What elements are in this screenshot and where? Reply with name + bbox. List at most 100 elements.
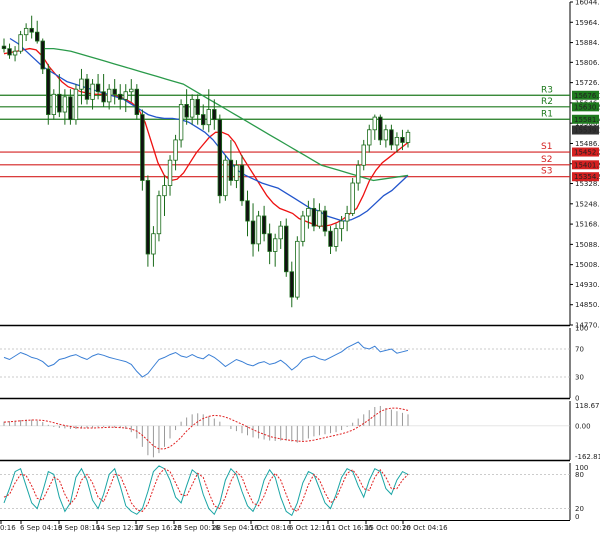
candle-body xyxy=(57,93,62,113)
candle-body xyxy=(68,96,73,121)
candle-body xyxy=(361,144,366,166)
price-tag-bg xyxy=(572,90,599,100)
candle-body xyxy=(289,271,294,298)
price-tick-label: 16044.0 xyxy=(575,0,600,7)
candle-body xyxy=(344,213,350,222)
price-tag-label: 15401.9 xyxy=(574,161,600,169)
price-tag-bg xyxy=(572,102,599,112)
candle-body xyxy=(234,164,239,181)
candle-body xyxy=(267,233,272,252)
candle-body xyxy=(18,34,23,52)
time-tick-label: 11 Oct 16:16 xyxy=(327,524,373,532)
price-tick-label: 15168.0 xyxy=(575,221,600,229)
price-tag-bg xyxy=(572,172,599,182)
macd-panel: 118.67 0.00 -162.81 xyxy=(0,402,600,461)
price-tag-label: 15452.2 xyxy=(574,149,600,157)
candle-body xyxy=(261,215,267,235)
price-tick-label: 14850.0 xyxy=(575,301,600,309)
candle-body xyxy=(167,159,173,186)
time-tick-label: 28 Sep 04:16 xyxy=(212,524,259,532)
candle-body xyxy=(322,210,328,232)
candle-body xyxy=(51,93,57,115)
candle-body xyxy=(339,220,344,230)
candle-body xyxy=(389,129,394,146)
price-tick-label: 14770.0 xyxy=(575,322,600,330)
price-tick-label: 15806.0 xyxy=(575,59,600,67)
candle-body xyxy=(372,116,377,131)
price-tick-label: 15884.0 xyxy=(575,39,600,47)
candle-body xyxy=(250,220,256,245)
candle-body xyxy=(151,233,156,255)
price-tick-label: 14930.0 xyxy=(575,281,600,289)
price-tag-bg xyxy=(572,160,599,170)
candle-body xyxy=(123,91,128,100)
candle-body xyxy=(228,159,234,181)
candle-body xyxy=(178,104,184,141)
price-tick-label: 15008.0 xyxy=(575,261,600,269)
candle-body xyxy=(394,136,400,146)
candle-body xyxy=(333,228,339,247)
candle-body xyxy=(46,68,51,115)
candle-body xyxy=(79,78,84,90)
candle-body xyxy=(367,129,372,146)
candle-body xyxy=(378,116,383,141)
candle-body xyxy=(106,88,112,103)
candle-body xyxy=(350,182,355,214)
time-tick-label: 1 Oct 08:16 xyxy=(250,524,292,532)
candle-body xyxy=(145,180,151,255)
panel-frames xyxy=(0,2,571,521)
price-tag-bg xyxy=(572,125,599,135)
pivot-levels: R3 R2 R1 S1 S2 S3 xyxy=(0,85,570,178)
stochastic-k-line xyxy=(3,465,409,517)
macd-axis-label: 118.67 xyxy=(575,402,600,410)
rsi-panel: 100 70 30 0 xyxy=(0,325,588,403)
price-tags: 15676.1 15630.5 15581.4 15539.1 15452.2 15401… xyxy=(572,90,600,182)
macd-signal-line xyxy=(3,407,409,450)
candle-body xyxy=(206,109,211,126)
stochastic-axis-label: 0 xyxy=(575,513,579,521)
price-tick-label: 15486.0 xyxy=(575,140,600,148)
macd-axis-label: 0.00 xyxy=(575,422,591,430)
candle-body xyxy=(405,131,411,143)
rsi-axis-label: 0 xyxy=(575,395,579,403)
candle-body xyxy=(101,91,106,103)
time-tick-label: 20 Oct 04:16 xyxy=(402,524,448,532)
candle-body xyxy=(29,27,34,33)
stochastic-axis-label: 80 xyxy=(575,471,584,479)
candle-body xyxy=(184,104,189,118)
candle-body xyxy=(272,238,278,252)
candle-body xyxy=(7,48,12,56)
stochastic-d-line xyxy=(3,468,409,513)
candle-body xyxy=(134,88,140,115)
candle-body xyxy=(223,159,228,197)
price-tag-label: 15581.4 xyxy=(574,116,600,124)
time-tick-label: 6 Sep 04:16 xyxy=(20,524,63,532)
price-tick-label: 15088.0 xyxy=(575,241,600,249)
candle-body xyxy=(129,88,134,93)
level-label-s3: S3 xyxy=(541,167,552,177)
time-tick-label: 6 Oct 12:16 xyxy=(289,524,331,532)
candle-body xyxy=(212,109,217,121)
candle-body xyxy=(383,129,389,141)
candle-body xyxy=(306,207,311,217)
candle-body xyxy=(295,240,300,298)
time-tick-label: 23 Sep 00:16 xyxy=(173,524,220,532)
level-label-s2: S2 xyxy=(541,155,552,165)
candle-body xyxy=(140,114,145,181)
level-label-s1: S1 xyxy=(541,142,552,152)
time-tick-label: 9 Sep 08:16 xyxy=(58,524,101,532)
candle-body xyxy=(201,114,206,126)
candle-body xyxy=(173,139,178,161)
price-tag-label: 15676.1 xyxy=(574,92,600,100)
level-label-r2: R2 xyxy=(541,97,553,107)
rsi-axis-label: 30 xyxy=(575,374,584,382)
price-tick-label: 15726.0 xyxy=(575,79,600,87)
candle-body xyxy=(12,50,18,56)
time-tick-label: 14 Sep 12:16 xyxy=(96,524,143,532)
candle-body xyxy=(112,88,117,95)
candle-body xyxy=(118,93,123,100)
